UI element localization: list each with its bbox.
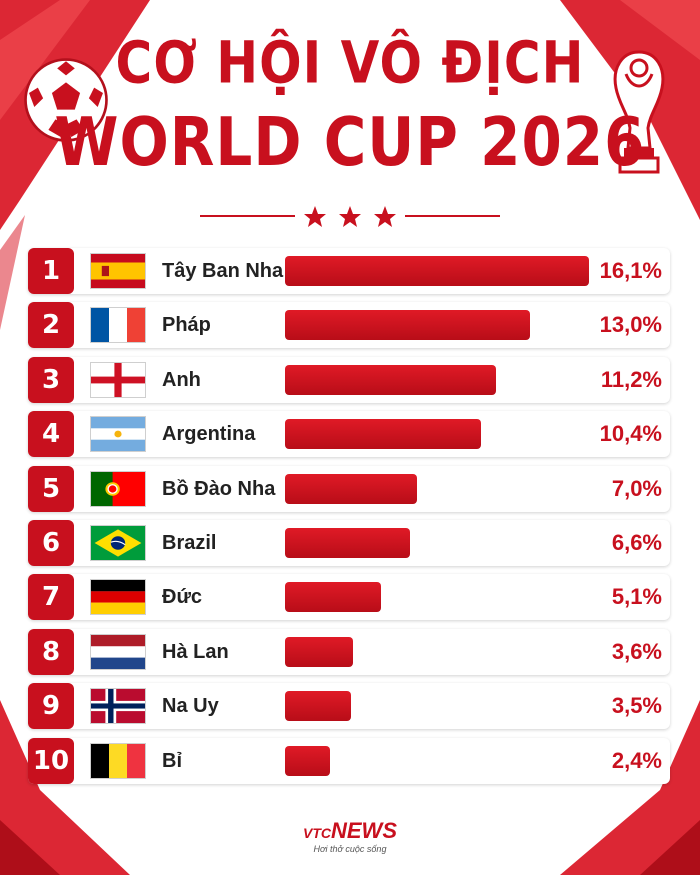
rank-badge: 2 xyxy=(28,302,74,349)
logo-vtc-text: VTC xyxy=(303,825,331,841)
norway-flag-icon xyxy=(90,688,146,725)
netherlands-flag-icon xyxy=(90,633,146,670)
bar-track xyxy=(285,745,589,776)
belgium-flag-icon xyxy=(90,742,146,779)
spain-flag-icon xyxy=(90,253,146,289)
chart-bar xyxy=(285,310,530,341)
brazil-flag-icon xyxy=(90,525,146,561)
france-flag-icon xyxy=(90,307,146,344)
chart-bar xyxy=(285,364,496,395)
value-label: 2,4% xyxy=(611,747,662,773)
chart-row: 1 Tây Ban Nha 16,1% xyxy=(28,248,670,294)
country-label: Argentina xyxy=(162,423,256,446)
world-cup-trophy-icon xyxy=(613,50,665,174)
rank-badge: 3 xyxy=(28,356,74,403)
country-label: Brazil xyxy=(162,532,217,554)
rank-badge: 9 xyxy=(28,683,74,730)
bar-track xyxy=(285,256,589,286)
country-label: Bồ Đào Nha xyxy=(162,477,276,500)
three-stars-icon xyxy=(200,206,500,227)
rank-badge: 4 xyxy=(28,411,74,458)
chart-bar xyxy=(285,528,410,558)
argentina-flag-icon xyxy=(90,416,146,453)
vtc-news-logo: VTCNEWS Hơi thở cuộc sống xyxy=(0,818,700,854)
bar-track xyxy=(285,636,589,667)
country-label: Hà Lan xyxy=(162,640,229,663)
value-label: 3,6% xyxy=(611,638,662,664)
value-label: 7,0% xyxy=(611,475,662,501)
england-flag-icon xyxy=(90,361,146,398)
value-label: 13,0% xyxy=(599,312,662,338)
bar-track xyxy=(285,528,589,558)
bar-track xyxy=(285,419,589,450)
value-label: 3,5% xyxy=(611,693,662,719)
chart-bar xyxy=(285,636,353,667)
value-label: 11,2% xyxy=(600,366,662,392)
value-label: 10,4% xyxy=(599,421,662,447)
chart-bar xyxy=(285,582,381,613)
chart-row: 5 Bồ Đào Nha 7,0% xyxy=(28,465,670,512)
football-icon xyxy=(24,58,108,142)
bar-track xyxy=(285,310,589,341)
chart-bar xyxy=(285,419,481,450)
country-label: Na Uy xyxy=(162,695,219,718)
bar-track xyxy=(285,473,589,504)
country-label: Bỉ xyxy=(162,749,182,772)
rank-badge: 6 xyxy=(28,520,74,566)
country-label: Pháp xyxy=(162,314,211,337)
chart-row: 9 Na Uy 3,5% xyxy=(28,683,670,730)
chart-row: 7 Đức 5,1% xyxy=(28,574,670,621)
rank-badge: 7 xyxy=(28,574,74,621)
chart-bar xyxy=(285,256,589,286)
chart-bar xyxy=(285,473,417,504)
chart-row: 2 Pháp 13,0% xyxy=(28,302,670,349)
chart-bar xyxy=(285,745,330,776)
title-line-2: WORLD CUP 2026 xyxy=(54,102,646,182)
bar-track xyxy=(285,364,589,395)
country-label: Anh xyxy=(162,368,201,391)
country-label: Tây Ban Nha xyxy=(162,260,284,282)
value-label: 16,1% xyxy=(599,258,662,283)
rank-badge: 10 xyxy=(28,737,74,784)
chart-row: 6 Brazil 6,6% xyxy=(28,520,670,566)
chart-row: 3 Anh 11,2% xyxy=(28,356,670,403)
rank-badge: 5 xyxy=(28,465,74,512)
logo-tagline: Hơi thở cuộc sống xyxy=(313,844,387,854)
bar-track xyxy=(285,691,589,722)
portugal-flag-icon xyxy=(90,470,146,507)
title-line-1: CƠ HỘI VÔ ĐỊCH xyxy=(115,29,585,97)
value-label: 6,6% xyxy=(611,530,662,555)
country-label: Đức xyxy=(162,586,203,609)
value-label: 5,1% xyxy=(611,584,662,610)
rank-badge: 8 xyxy=(28,628,74,675)
rank-badge: 1 xyxy=(28,248,74,294)
chart-bar xyxy=(285,691,351,722)
chart-row: 8 Hà Lan 3,6% xyxy=(28,628,670,675)
chart-row: 10 Bỉ 2,4% xyxy=(28,737,670,784)
germany-flag-icon xyxy=(90,579,146,616)
logo-news-text: NEWS xyxy=(331,818,397,843)
chart-row: 4 Argentina 10,4% xyxy=(28,411,670,458)
bar-track xyxy=(285,582,589,613)
